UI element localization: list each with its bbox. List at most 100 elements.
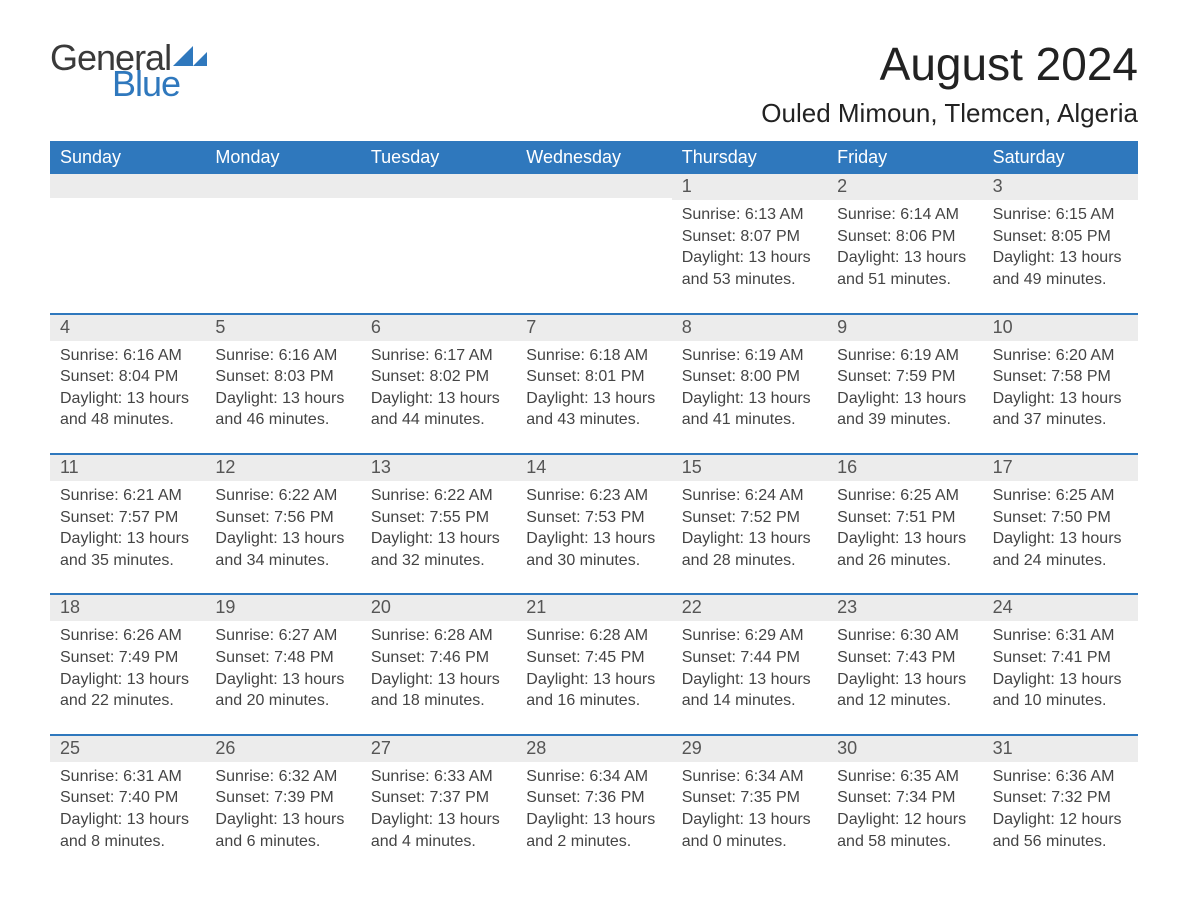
day-number: 28: [516, 736, 671, 762]
day-body: Sunrise: 6:34 AMSunset: 7:36 PMDaylight:…: [516, 762, 671, 852]
daylight-text: Daylight: 13 hours and 37 minutes.: [993, 388, 1128, 431]
day-number: 22: [672, 595, 827, 621]
sunrise-text: Sunrise: 6:19 AM: [682, 345, 817, 367]
day-body: Sunrise: 6:36 AMSunset: 7:32 PMDaylight:…: [983, 762, 1138, 852]
day-number: 23: [827, 595, 982, 621]
daylight-text: Daylight: 13 hours and 12 minutes.: [837, 669, 972, 712]
sunrise-text: Sunrise: 6:22 AM: [215, 485, 350, 507]
day-number: 10: [983, 315, 1138, 341]
sunrise-text: Sunrise: 6:21 AM: [60, 485, 195, 507]
sunrise-text: Sunrise: 6:28 AM: [371, 625, 506, 647]
sunrise-text: Sunrise: 6:31 AM: [60, 766, 195, 788]
weeks-container: 1Sunrise: 6:13 AMSunset: 8:07 PMDaylight…: [50, 174, 1138, 852]
day-body: Sunrise: 6:13 AMSunset: 8:07 PMDaylight:…: [672, 200, 827, 290]
day-body: Sunrise: 6:23 AMSunset: 7:53 PMDaylight:…: [516, 481, 671, 571]
day-cell: 15Sunrise: 6:24 AMSunset: 7:52 PMDayligh…: [672, 455, 827, 571]
sunrise-text: Sunrise: 6:20 AM: [993, 345, 1128, 367]
weekday-header-row: SundayMondayTuesdayWednesdayThursdayFrid…: [50, 141, 1138, 174]
daylight-text: Daylight: 12 hours and 58 minutes.: [837, 809, 972, 852]
day-body: Sunrise: 6:19 AMSunset: 7:59 PMDaylight:…: [827, 341, 982, 431]
day-number: 25: [50, 736, 205, 762]
day-body: [50, 198, 205, 202]
daylight-text: Daylight: 13 hours and 24 minutes.: [993, 528, 1128, 571]
day-body: Sunrise: 6:15 AMSunset: 8:05 PMDaylight:…: [983, 200, 1138, 290]
day-number: [361, 174, 516, 198]
daylight-text: Daylight: 13 hours and 6 minutes.: [215, 809, 350, 852]
sunset-text: Sunset: 7:36 PM: [526, 787, 661, 809]
day-body: Sunrise: 6:22 AMSunset: 7:56 PMDaylight:…: [205, 481, 360, 571]
sunrise-text: Sunrise: 6:28 AM: [526, 625, 661, 647]
day-body: Sunrise: 6:21 AMSunset: 7:57 PMDaylight:…: [50, 481, 205, 571]
day-number: 3: [983, 174, 1138, 200]
sunrise-text: Sunrise: 6:34 AM: [682, 766, 817, 788]
day-number: 29: [672, 736, 827, 762]
day-number: 8: [672, 315, 827, 341]
sunset-text: Sunset: 7:43 PM: [837, 647, 972, 669]
daylight-text: Daylight: 13 hours and 44 minutes.: [371, 388, 506, 431]
day-number: 31: [983, 736, 1138, 762]
day-body: Sunrise: 6:20 AMSunset: 7:58 PMDaylight:…: [983, 341, 1138, 431]
day-number: 26: [205, 736, 360, 762]
sunset-text: Sunset: 7:57 PM: [60, 507, 195, 529]
day-body: Sunrise: 6:25 AMSunset: 7:51 PMDaylight:…: [827, 481, 982, 571]
day-cell: 28Sunrise: 6:34 AMSunset: 7:36 PMDayligh…: [516, 736, 671, 852]
week-row: 11Sunrise: 6:21 AMSunset: 7:57 PMDayligh…: [50, 453, 1138, 571]
sunset-text: Sunset: 7:39 PM: [215, 787, 350, 809]
sunset-text: Sunset: 7:50 PM: [993, 507, 1128, 529]
sunrise-text: Sunrise: 6:29 AM: [682, 625, 817, 647]
sunset-text: Sunset: 8:00 PM: [682, 366, 817, 388]
day-body: Sunrise: 6:31 AMSunset: 7:40 PMDaylight:…: [50, 762, 205, 852]
daylight-text: Daylight: 13 hours and 41 minutes.: [682, 388, 817, 431]
sunrise-text: Sunrise: 6:35 AM: [837, 766, 972, 788]
day-cell: 27Sunrise: 6:33 AMSunset: 7:37 PMDayligh…: [361, 736, 516, 852]
weekday-sunday: Sunday: [50, 141, 205, 174]
day-number: 21: [516, 595, 671, 621]
day-cell: 7Sunrise: 6:18 AMSunset: 8:01 PMDaylight…: [516, 315, 671, 431]
sunset-text: Sunset: 8:04 PM: [60, 366, 195, 388]
day-cell: 3Sunrise: 6:15 AMSunset: 8:05 PMDaylight…: [983, 174, 1138, 290]
sunrise-text: Sunrise: 6:23 AM: [526, 485, 661, 507]
day-body: Sunrise: 6:31 AMSunset: 7:41 PMDaylight:…: [983, 621, 1138, 711]
day-cell: 12Sunrise: 6:22 AMSunset: 7:56 PMDayligh…: [205, 455, 360, 571]
sunset-text: Sunset: 7:45 PM: [526, 647, 661, 669]
daylight-text: Daylight: 13 hours and 16 minutes.: [526, 669, 661, 712]
day-body: Sunrise: 6:34 AMSunset: 7:35 PMDaylight:…: [672, 762, 827, 852]
day-number: 15: [672, 455, 827, 481]
day-body: Sunrise: 6:33 AMSunset: 7:37 PMDaylight:…: [361, 762, 516, 852]
day-body: Sunrise: 6:26 AMSunset: 7:49 PMDaylight:…: [50, 621, 205, 711]
sunset-text: Sunset: 7:41 PM: [993, 647, 1128, 669]
sunrise-text: Sunrise: 6:14 AM: [837, 204, 972, 226]
day-body: Sunrise: 6:22 AMSunset: 7:55 PMDaylight:…: [361, 481, 516, 571]
day-number: 18: [50, 595, 205, 621]
sunrise-text: Sunrise: 6:19 AM: [837, 345, 972, 367]
sunset-text: Sunset: 8:05 PM: [993, 226, 1128, 248]
sunrise-text: Sunrise: 6:16 AM: [60, 345, 195, 367]
day-cell: 8 Sunrise: 6:19 AMSunset: 8:00 PMDaylight…: [672, 315, 827, 431]
sunset-text: Sunset: 8:03 PM: [215, 366, 350, 388]
daylight-text: Daylight: 13 hours and 22 minutes.: [60, 669, 195, 712]
daylight-text: Daylight: 13 hours and 43 minutes.: [526, 388, 661, 431]
brand-logo: General Blue: [50, 40, 207, 102]
sunrise-text: Sunrise: 6:18 AM: [526, 345, 661, 367]
day-body: Sunrise: 6:16 AMSunset: 8:03 PMDaylight:…: [205, 341, 360, 431]
day-cell: 1Sunrise: 6:13 AMSunset: 8:07 PMDaylight…: [672, 174, 827, 290]
day-number: [205, 174, 360, 198]
weekday-tuesday: Tuesday: [361, 141, 516, 174]
daylight-text: Daylight: 13 hours and 49 minutes.: [993, 247, 1128, 290]
sunrise-text: Sunrise: 6:27 AM: [215, 625, 350, 647]
daylight-text: Daylight: 13 hours and 53 minutes.: [682, 247, 817, 290]
day-number: 20: [361, 595, 516, 621]
daylight-text: Daylight: 13 hours and 0 minutes.: [682, 809, 817, 852]
location-text: Ouled Mimoun, Tlemcen, Algeria: [761, 98, 1138, 129]
day-cell: 2Sunrise: 6:14 AMSunset: 8:06 PMDaylight…: [827, 174, 982, 290]
day-cell: 23Sunrise: 6:30 AMSunset: 7:43 PMDayligh…: [827, 595, 982, 711]
daylight-text: Daylight: 13 hours and 26 minutes.: [837, 528, 972, 571]
day-number: 24: [983, 595, 1138, 621]
day-number: 14: [516, 455, 671, 481]
daylight-text: Daylight: 13 hours and 48 minutes.: [60, 388, 195, 431]
day-cell: 9Sunrise: 6:19 AMSunset: 7:59 PMDaylight…: [827, 315, 982, 431]
sunrise-text: Sunrise: 6:24 AM: [682, 485, 817, 507]
sunset-text: Sunset: 7:59 PM: [837, 366, 972, 388]
sunset-text: Sunset: 7:44 PM: [682, 647, 817, 669]
day-number: 4: [50, 315, 205, 341]
